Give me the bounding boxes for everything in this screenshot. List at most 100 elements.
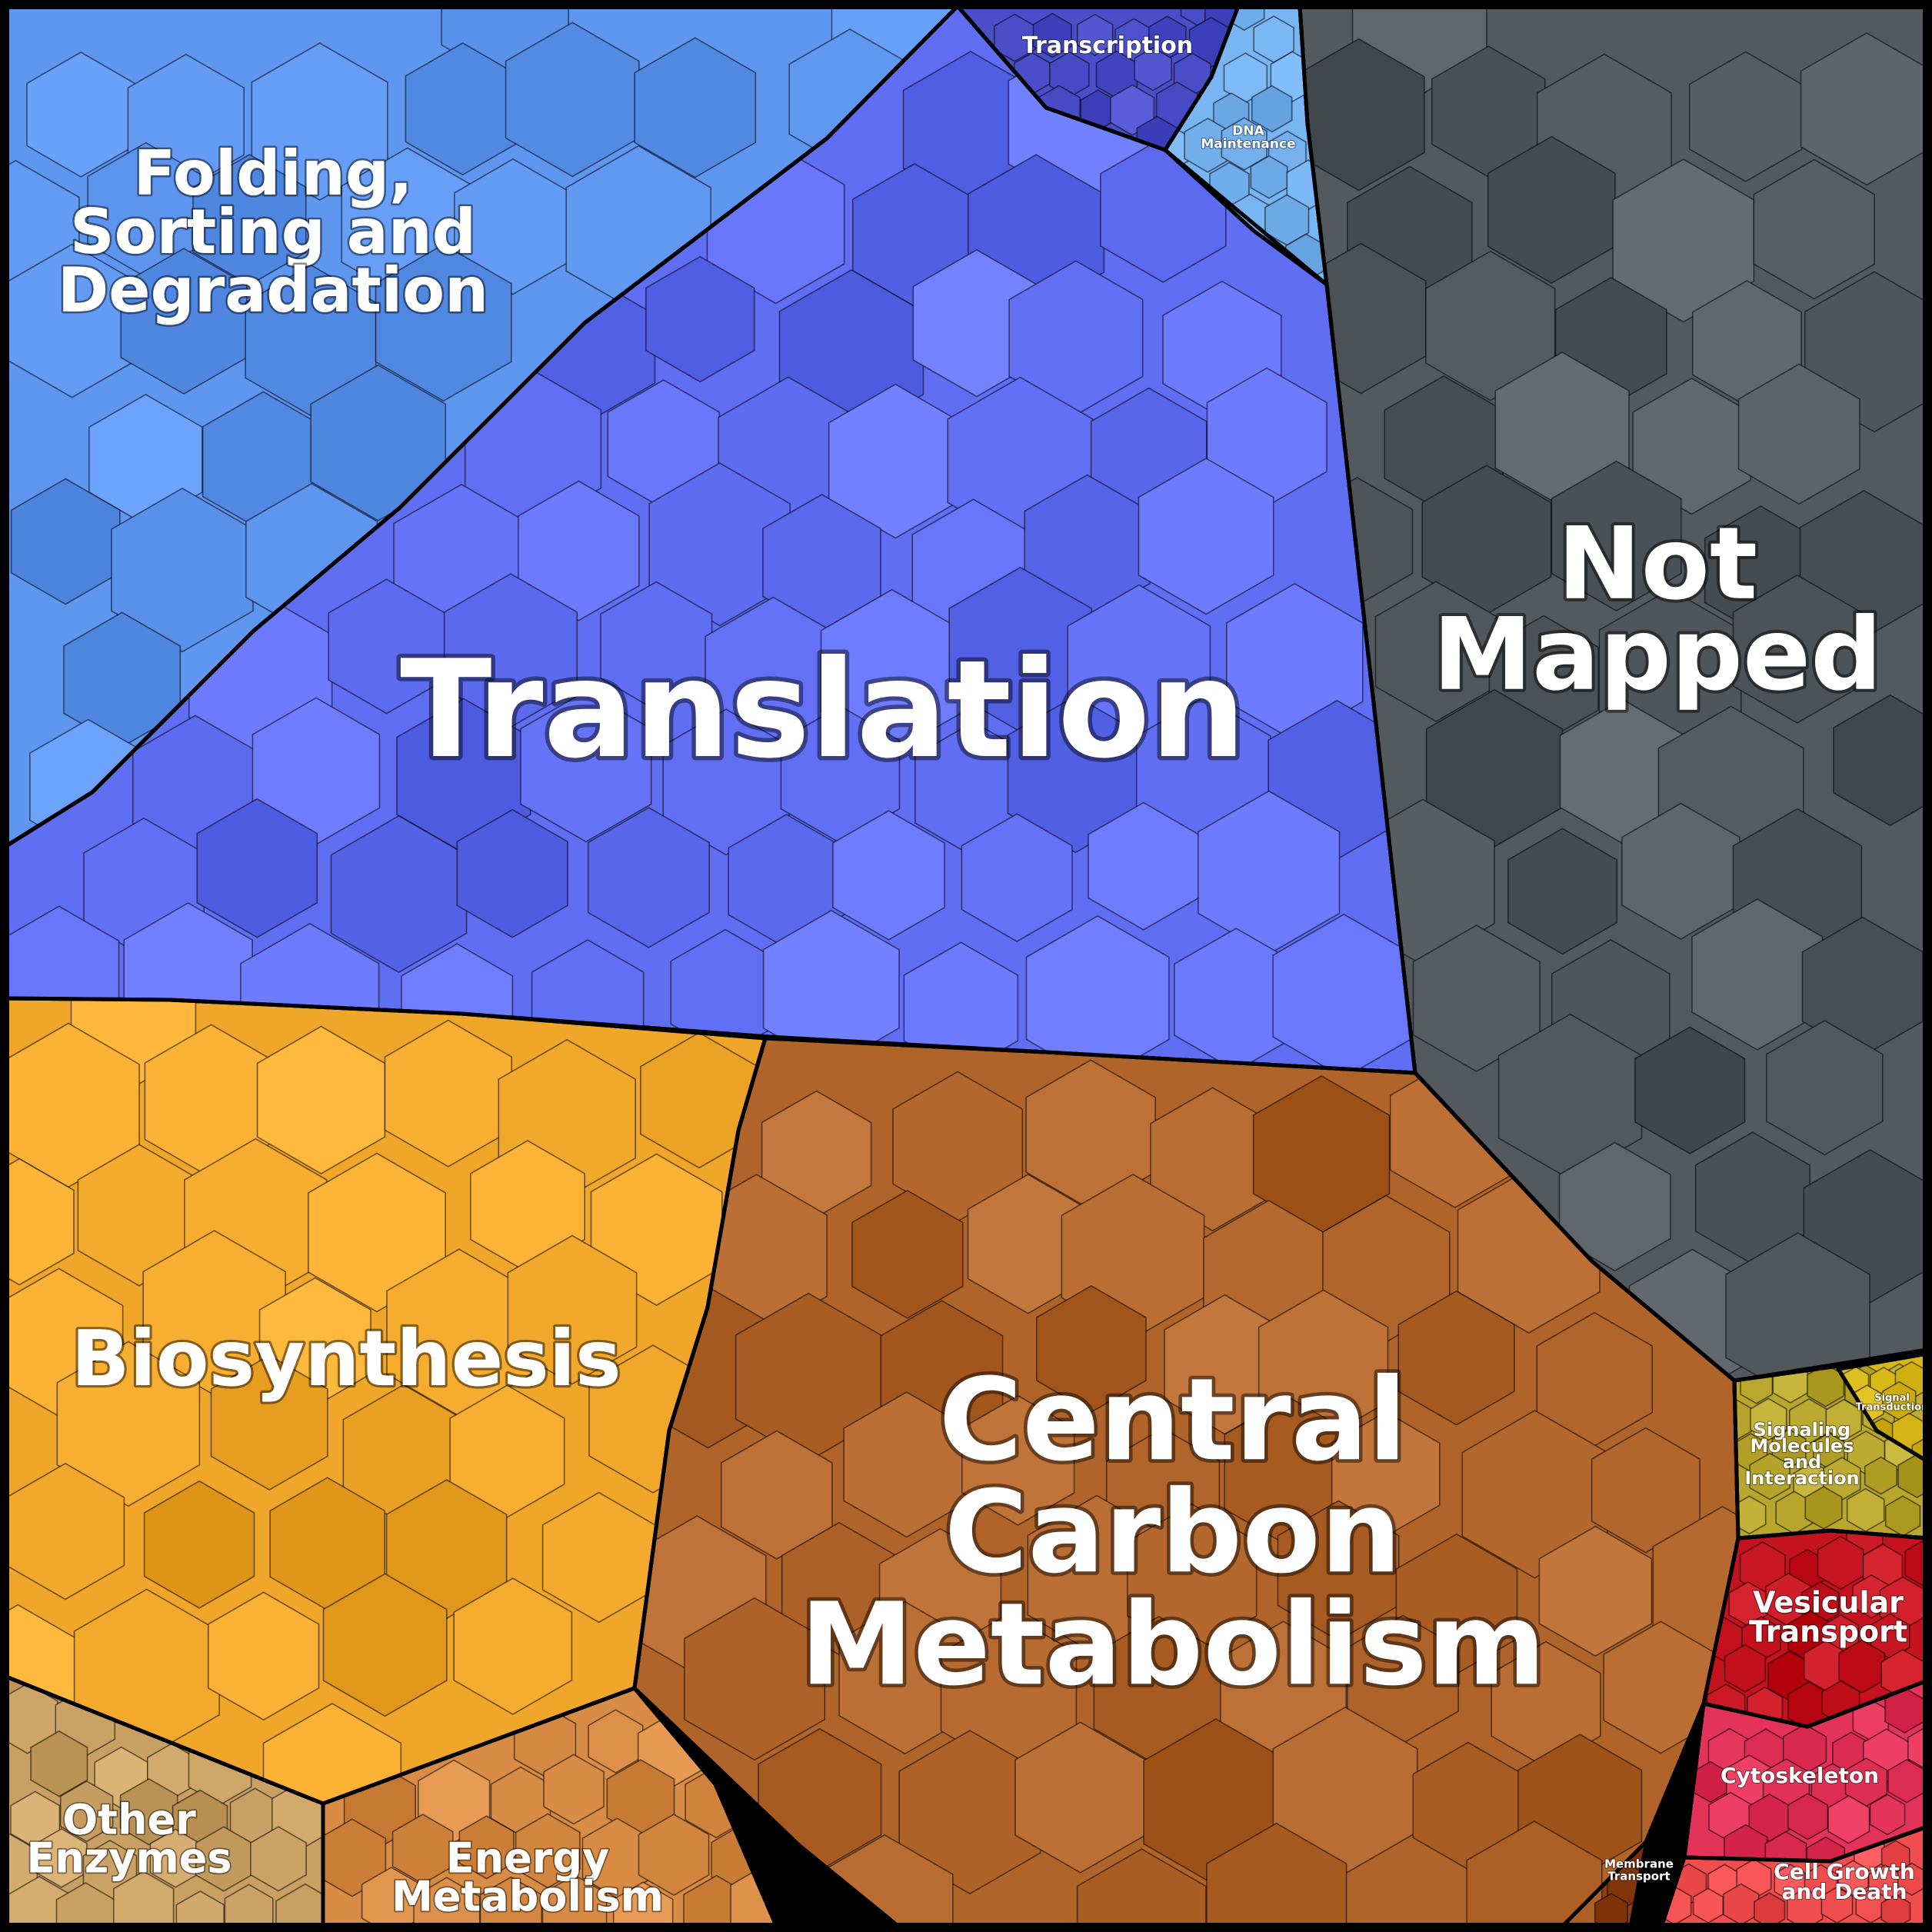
sub-cell	[210, 1354, 328, 1491]
sub-cell	[1817, 1535, 1864, 1591]
sub-cell	[638, 1814, 710, 1897]
label-line: Molecules	[1750, 1435, 1854, 1457]
sub-cell	[456, 808, 568, 938]
label-line: Energy	[446, 1834, 609, 1882]
sub-cell	[323, 1818, 387, 1897]
label-energy-metabolism: Energy Metabolism	[391, 1834, 664, 1920]
label-line: and	[1783, 1451, 1821, 1473]
label-line: Transport	[1607, 1869, 1670, 1883]
sub-cell	[720, 1430, 833, 1560]
sub-cell	[1487, 135, 1616, 285]
sub-cell	[903, 941, 1019, 1073]
label-line: Signal	[1874, 1393, 1910, 1404]
sub-cell	[541, 1874, 608, 1927]
label-line: Other	[62, 1795, 196, 1844]
label-line: Enzymes	[27, 1834, 232, 1882]
sub-cell	[518, 480, 640, 621]
sub-cell	[1300, 38, 1425, 192]
label-line: Transport	[1749, 1615, 1907, 1649]
sub-cell	[1737, 363, 1860, 505]
sub-cell	[507, 1234, 638, 1385]
sub-cell	[1833, 694, 1927, 827]
sub-cell	[1869, 1794, 1906, 1836]
sub-cell	[634, 37, 757, 178]
sub-cell	[275, 1883, 323, 1927]
sub-cell	[56, 1341, 201, 1507]
label-line: Mapped	[1433, 596, 1882, 713]
sub-cell	[10, 478, 121, 605]
sub-cell	[505, 22, 640, 178]
label-cell-growth-and-death: Cell Growth and Death	[1774, 1859, 1915, 1904]
sub-cell	[6, 1683, 58, 1754]
sub-cell	[1138, 458, 1274, 615]
sub-cell	[1206, 1822, 1347, 1927]
sub-cell	[384, 1019, 513, 1168]
sub-cell	[520, 690, 652, 843]
sub-cell	[1558, 1141, 1671, 1272]
sub-cell	[1251, 85, 1293, 133]
label-line: DNA	[1232, 124, 1264, 139]
label-other-enzymes: Other Enzymes	[27, 1795, 232, 1882]
sub-cell	[119, 1777, 178, 1846]
label-line: Interaction	[1744, 1467, 1859, 1489]
sub-cell	[1804, 1485, 1843, 1530]
sub-cell	[310, 364, 447, 521]
sub-cell	[1466, 1820, 1603, 1927]
sub-cell	[515, 1813, 581, 1889]
sub-cell	[612, 1881, 674, 1927]
sub-cell	[1734, 1495, 1767, 1535]
label-line: Not	[1557, 505, 1757, 622]
sub-cell	[851, 1189, 964, 1319]
label-line: Metabolism	[391, 1872, 664, 1920]
label-line: Cell Growth	[1774, 1859, 1915, 1884]
sub-cell	[1032, 12, 1072, 58]
sub-cell	[175, 1890, 225, 1927]
sub-cell	[648, 462, 791, 627]
sub-cell	[588, 1709, 644, 1774]
sub-cell	[35, 1827, 88, 1888]
sub-cell	[1846, 1487, 1885, 1533]
label-cytoskeleton: Cytoskeleton	[1720, 1763, 1879, 1788]
border-energy-metabolism	[321, 1686, 779, 1930]
sub-cell	[6, 1158, 75, 1286]
sub-cell	[1134, 47, 1172, 92]
sub-cell	[458, 1815, 515, 1880]
sub-cell	[961, 1394, 1075, 1526]
sub-cell	[1591, 1427, 1700, 1554]
sub-cell	[1036, 1284, 1147, 1413]
sub-cell	[1077, 13, 1114, 56]
region-cells-biosynthesis	[6, 998, 758, 1804]
sub-cell	[207, 1591, 320, 1721]
sub-cell	[361, 1867, 421, 1927]
sub-cell	[120, 248, 248, 395]
sub-cell	[1800, 32, 1927, 186]
region-cells-vesicular-transport	[1704, 1531, 1927, 1727]
sub-cell	[1787, 1793, 1829, 1840]
sub-cell	[1374, 581, 1497, 722]
sub-cell	[479, 1876, 543, 1927]
sub-cell	[1838, 1639, 1886, 1694]
sub-cell	[1425, 250, 1556, 401]
sub-cell	[1750, 1397, 1787, 1441]
sub-cell	[1725, 1232, 1870, 1381]
sub-cell	[453, 1577, 573, 1715]
sub-cell	[1827, 1794, 1870, 1844]
label-vesicular-transport: Vesicular Transport	[1749, 1586, 1907, 1649]
sub-cell	[1594, 1893, 1628, 1927]
sub-cell	[832, 810, 945, 941]
sub-cell	[1025, 914, 1170, 1073]
label-line: Folding,	[133, 138, 412, 209]
label-translation: Translation	[400, 632, 1246, 788]
sub-cell	[322, 1573, 448, 1717]
sub-cell	[1749, 1452, 1790, 1501]
label-signal-transduction: Signal Transduction	[1856, 1393, 1929, 1414]
label-biosynthesis: Biosynthesis	[71, 1314, 621, 1404]
sub-cell	[307, 1152, 447, 1313]
sub-cell	[1880, 1894, 1911, 1927]
sub-cell	[543, 1754, 605, 1825]
label-line: Cytoskeleton	[1720, 1763, 1879, 1788]
region-cells-folding	[6, 6, 958, 846]
sub-cell	[1806, 1836, 1846, 1861]
region-cells-dna-maintenance	[1165, 6, 1327, 282]
